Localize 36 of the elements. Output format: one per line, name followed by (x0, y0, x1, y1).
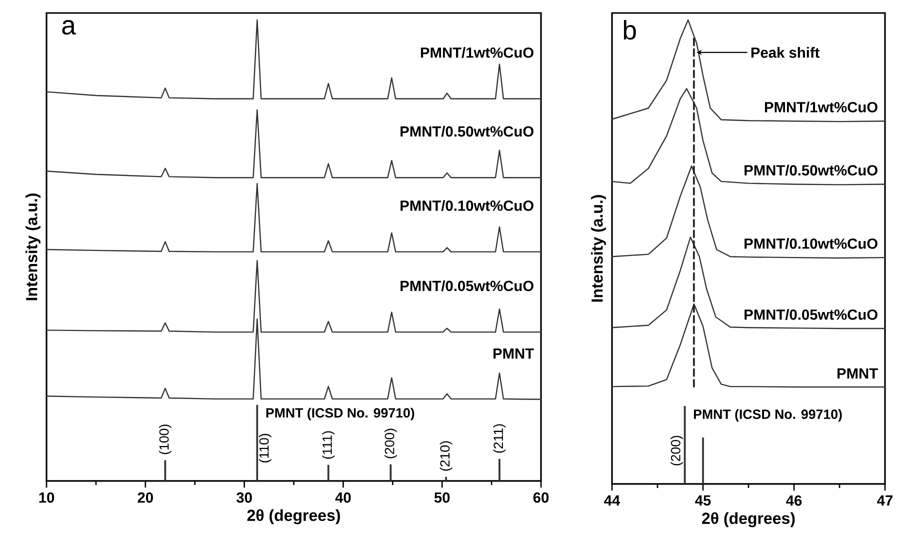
x-tick-label: 10 (39, 492, 54, 503)
x-tick-label: 44 (604, 495, 620, 506)
x-tick-label: 50 (434, 492, 450, 503)
series-label: PMNT/0.05wt%CuO (744, 309, 878, 320)
series-label: PMNT/0.10wt%CuO (744, 238, 878, 249)
x-tick-label: 40 (335, 492, 351, 503)
x-tick-label: 47 (877, 495, 893, 506)
x-tick-label: 45 (695, 495, 711, 506)
series-label: PMNT (494, 348, 534, 359)
y-axis-title: Intensity (a.u.) (26, 194, 40, 300)
series-label: PMNT (838, 368, 878, 378)
x-axis-title: 2θ (degrees) (702, 512, 795, 528)
annotation: (211) (493, 424, 506, 453)
series-label: PMNT/0.50wt%CuO (400, 126, 534, 137)
annotation: (210) (440, 441, 452, 471)
annotation: (100) (158, 424, 172, 454)
x-tick-label: 60 (533, 492, 549, 503)
series-label: PMNT/1wt%CuO (420, 47, 534, 58)
annotation: a (62, 20, 76, 35)
x-tick-label: 46 (786, 495, 802, 506)
annotation: (200) (384, 428, 397, 458)
x-axis-title: 2θ (degrees) (247, 509, 340, 524)
y-axis-title: Intensity (a.u.) (591, 195, 606, 302)
series-label: PMNT/0.10wt%CuO (400, 200, 534, 212)
annotation: (111) (322, 431, 335, 459)
series-label: PMNT/1wt%CuO (764, 102, 878, 113)
series-label: PMNT (ICSD No. 99710) (694, 409, 842, 422)
x-tick-label: 30 (236, 492, 252, 503)
x-tick-label: 20 (138, 492, 153, 503)
series-label: PMNT/0.05wt%CuO (400, 280, 534, 292)
annotation: (110) (258, 434, 272, 462)
annotation: b (624, 20, 636, 40)
annotation: Peak shift (751, 47, 820, 58)
series-label: PMNT (ICSD No. 99710) (266, 408, 414, 420)
series-label: PMNT/0.50wt%CuO (744, 164, 878, 176)
annotation: (200) (670, 436, 684, 466)
